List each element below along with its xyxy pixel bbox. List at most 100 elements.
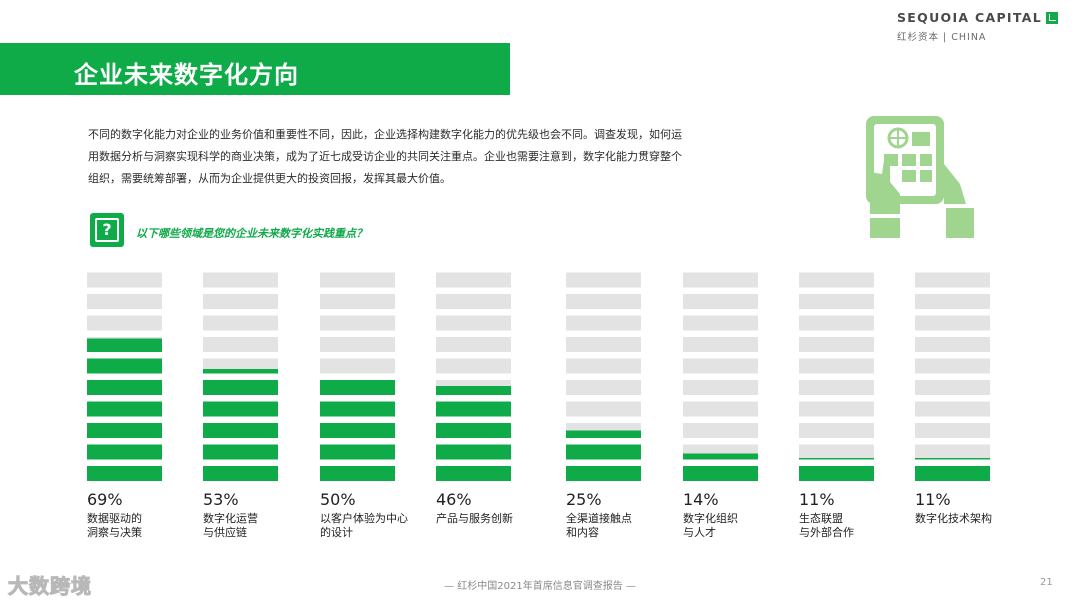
category-label: 数字化运营 与供应链 (203, 512, 258, 540)
bar-segment-bg (799, 315, 874, 331)
category-label-line: 生态联盟 (799, 512, 843, 525)
bar-segment-bg (436, 315, 511, 331)
brand-name: SEQUOIA CAPITAL (897, 10, 1042, 25)
survey-question: 以下哪些领域是您的企业未来数字化实践重点？ (136, 227, 367, 240)
bar-segment-fill (320, 380, 395, 395)
category-label: 全渠道接触点 和内容 (566, 512, 632, 540)
bar-segment-fill (799, 458, 874, 460)
bar-segment-fill (436, 466, 511, 481)
sequoia-logo-icon (1045, 11, 1058, 24)
bar-segment-fill (436, 444, 511, 460)
brand-logo: SEQUOIA CAPITAL 红杉资本 | CHINA (897, 10, 1058, 43)
bar-segment-bg (799, 401, 874, 417)
category-label-line: 产品与服务创新 (436, 512, 513, 525)
bar-segment-fill (915, 466, 990, 481)
bar-segment-bg (203, 337, 278, 352)
bar-segment-fill (320, 466, 395, 481)
bar-value-label: 53% (203, 490, 239, 509)
bar-segment-fill (203, 423, 278, 438)
bar-segment-fill (203, 401, 278, 417)
bar-segment-fill (436, 423, 511, 438)
bar-segment-fill (87, 380, 162, 395)
bar-value-label: 25% (566, 490, 602, 509)
bar-segment-bg (320, 315, 395, 331)
bar-value-label: 11% (799, 490, 835, 509)
page-title: 企业未来数字化方向 (74, 61, 299, 89)
bar-segment-bg (87, 315, 162, 331)
category-label-line: 数字化组织 (683, 512, 738, 525)
bar-segment-bg (915, 423, 990, 438)
bar-segment-bg (87, 294, 162, 309)
bar-segment-fill (566, 444, 641, 460)
bar-segment-bg (799, 294, 874, 309)
bar-segment-fill (203, 380, 278, 395)
bar-segment-bg (915, 358, 990, 374)
bar-value-label: 11% (915, 490, 951, 509)
bar-segment-fill (87, 466, 162, 481)
bar-segment-bg (320, 358, 395, 374)
bar-segment-bg (799, 444, 874, 460)
category-label: 以客户体验为中心 的设计 (320, 512, 408, 540)
bar-segment-fill (436, 386, 511, 395)
bar-segment-bg (566, 294, 641, 309)
bar-segment-bg (320, 272, 395, 288)
bar-segment-bg (799, 423, 874, 438)
bar-segment-bg (915, 380, 990, 395)
category-label-line: 的设计 (320, 526, 353, 539)
category-label-line: 以客户体验为中心 (320, 512, 408, 525)
bar-segment-bg (915, 401, 990, 417)
category-label-line: 与供应链 (203, 526, 247, 539)
title-bar (0, 43, 510, 95)
bar-value-label: 69% (87, 490, 123, 509)
category-label: 数据驱动的 洞察与决策 (87, 512, 142, 540)
bar-segment-bg (436, 294, 511, 309)
bar-segment-bg (566, 337, 641, 352)
category-label-line: 数据驱动的 (87, 512, 142, 525)
bar-segment-bg (683, 294, 758, 309)
bar-segment-bg (203, 315, 278, 331)
bar-segment-fill (203, 444, 278, 460)
bar-segment-fill (915, 458, 990, 460)
tablet-touch-icon (866, 116, 974, 238)
bar-segment-bg (799, 337, 874, 352)
bar-segment-bg (799, 272, 874, 288)
bar-segment-fill (87, 444, 162, 460)
bar-segment-bg (436, 272, 511, 288)
bar-segment-bg (799, 358, 874, 374)
bar-segment-bg (566, 358, 641, 374)
bar-segment-fill (320, 423, 395, 438)
bar-segment-bg (915, 337, 990, 352)
bar-segment-fill (683, 453, 758, 460)
category-label-line: 与人才 (683, 526, 716, 539)
bar-segment-bg (683, 315, 758, 331)
bar-segment-fill (320, 444, 395, 460)
bar-segment-bg (683, 380, 758, 395)
category-label-line: 数字化运营 (203, 512, 258, 525)
bar-segment-bg (799, 380, 874, 395)
bar-segment-bg (436, 358, 511, 374)
bar-segment-fill (566, 430, 641, 438)
bar-segment-bg (566, 315, 641, 331)
footer-text: — 红杉中国2021年首席信息官调查报告 — (444, 581, 636, 592)
page-number: 21 (1040, 577, 1053, 588)
category-label-line: 洞察与决策 (87, 526, 142, 539)
bar-segment-bg (683, 358, 758, 374)
intro-paragraph: 不同的数字化能力对企业的业务价值和重要性不同，因此，企业选择构建数字化能力的优先… (88, 128, 682, 185)
bar-segment-bg (436, 337, 511, 352)
category-label-line: 与外部合作 (799, 526, 854, 539)
brand-subtitle: 红杉资本 | CHINA (897, 32, 987, 43)
bar-segment-fill (566, 466, 641, 481)
bar-segment-bg (203, 272, 278, 288)
bar-segment-bg (915, 294, 990, 309)
bar-segment-bg (683, 337, 758, 352)
bar-segment-bg (320, 337, 395, 352)
bar-segment-fill (87, 358, 162, 374)
category-label-line: 和内容 (566, 526, 599, 539)
bar-segment-bg (566, 380, 641, 395)
bar-value-label: 14% (683, 490, 719, 509)
category-label-line: 数字化技术架构 (915, 512, 992, 525)
category-label-line: 全渠道接触点 (566, 512, 632, 525)
bar-segment-bg (566, 272, 641, 288)
category-label: 数字化组织 与人才 (683, 512, 738, 540)
bar-segment-fill (87, 338, 162, 352)
